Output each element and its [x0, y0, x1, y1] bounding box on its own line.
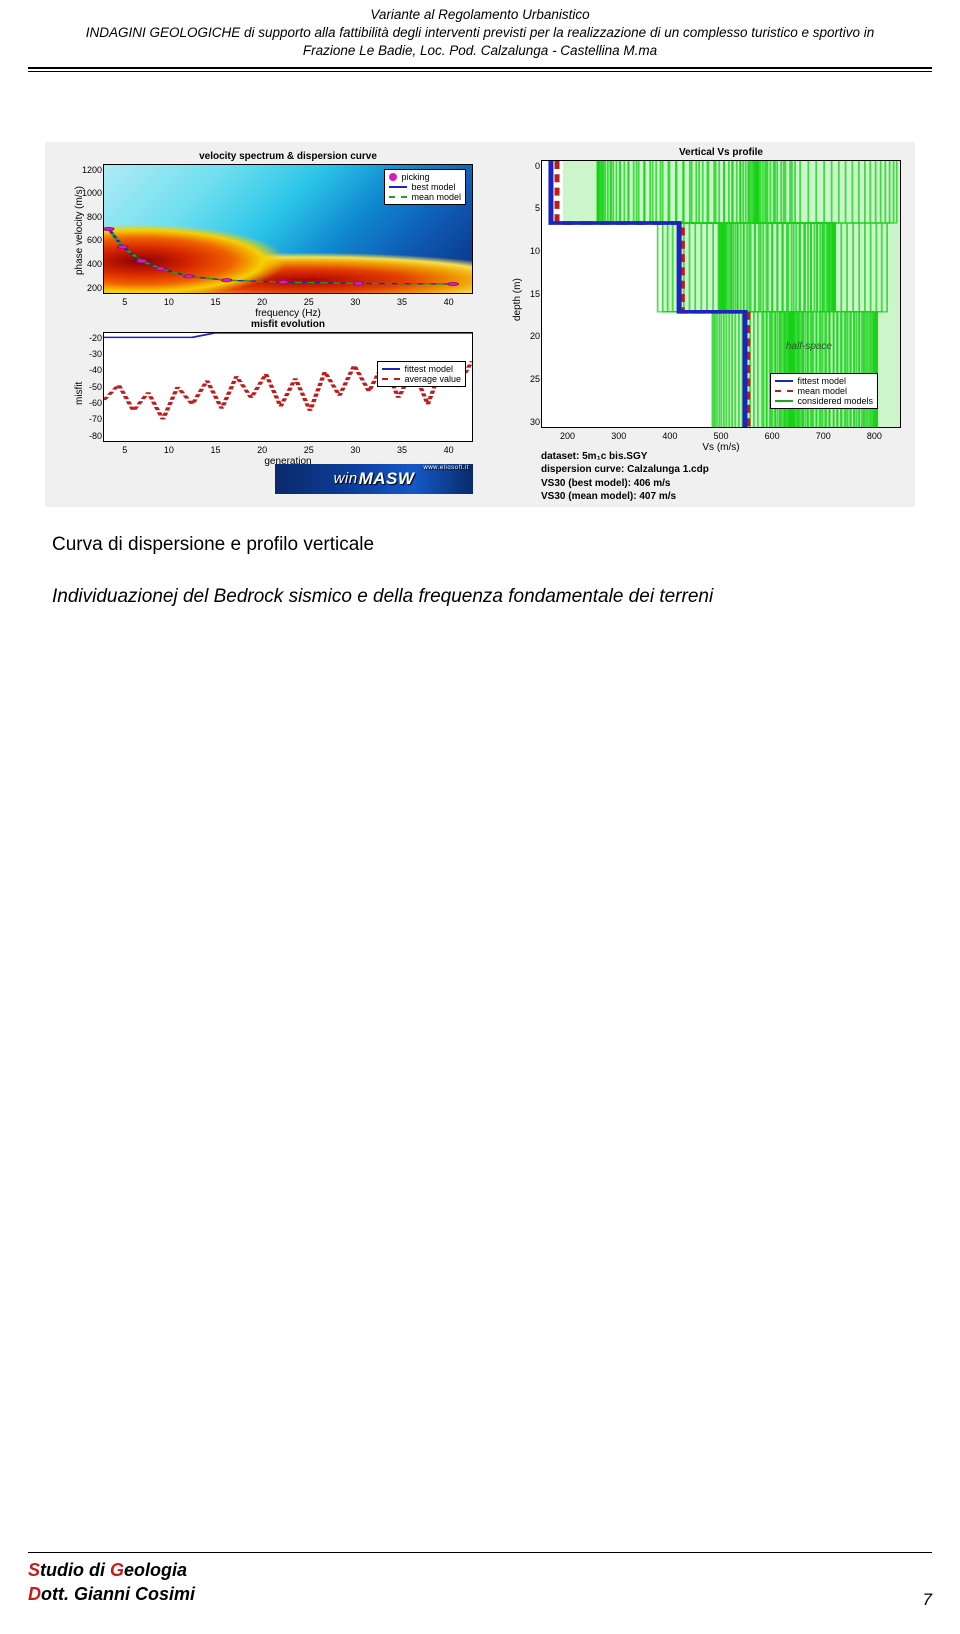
header-line2: INDAGINI GEOLOGICHE di supporto alla fat… [28, 24, 932, 42]
dataset-line3: VS30 (best model): 406 m/s [541, 477, 709, 491]
misfit-svg [104, 333, 472, 441]
caption-line2: Individuazionej del Bedrock sismico e de… [52, 583, 908, 612]
footer-d: D [28, 1584, 41, 1604]
caption-line1: Curva di dispersione e profilo verticale [52, 534, 374, 555]
spectrum-ylabel: phase velocity (m/s) [74, 186, 85, 275]
winmasw-name: MASW [359, 469, 415, 489]
profile-xticks: 200300400500600700800 [542, 431, 900, 441]
profile-title: Vertical Vs profile [542, 147, 900, 158]
page-number: 7 [923, 1590, 932, 1610]
spectrum-legend: pickingbest modelmean model [384, 169, 466, 205]
spectrum-xticks: 510152025303540 [104, 297, 472, 307]
header-rule-thin [28, 71, 932, 72]
page-header: Variante al Regolamento Urbanistico INDA… [0, 0, 960, 65]
halfspace-label: half-space [786, 341, 832, 352]
misfit-title: misfit evolution [104, 319, 472, 330]
figure-caption: Curva di dispersione e profilo verticale… [52, 531, 908, 612]
misfit-legend: fittest modelaverage value [377, 361, 466, 387]
profile-legend: fittest modelmean modelconsidered models [770, 373, 878, 409]
winmasw-prefix: win [334, 470, 358, 487]
dataset-line4: VS30 (mean model): 407 m/s [541, 490, 709, 504]
misfit-ylabel: misfit [74, 381, 85, 404]
header-line3: Frazione Le Badie, Loc. Pod. Calzalunga … [28, 42, 932, 60]
footer-rule [28, 1552, 932, 1553]
misfit-fittest-line [104, 333, 472, 337]
footer-s: S [28, 1560, 40, 1580]
footer-studio-rest2: eologia [124, 1560, 187, 1580]
vs-profile-chart: Vertical Vs profile half-space 200300400… [541, 160, 901, 428]
footer-studio-rest1: tudio di [40, 1560, 110, 1580]
misfit-chart: misfit evolution 510152025303540 -20-30-… [103, 332, 473, 442]
footer-dott-rest: ott. Gianni Cosimi [41, 1584, 195, 1604]
footer-g: G [110, 1560, 124, 1580]
dataset-line2: dispersion curve: Calzalunga 1.cdp [541, 463, 709, 477]
velocity-spectrum-chart: velocity spectrum & dispersion curve 510… [103, 164, 473, 294]
dataset-info: dataset: 5m₁c bis.SGY dispersion curve: … [541, 450, 709, 504]
spectrum-xlabel: frequency (Hz) [104, 308, 472, 319]
figure-container: velocity spectrum & dispersion curve 510… [45, 142, 915, 507]
dataset-line1: dataset: 5m₁c bis.SGY [541, 450, 709, 464]
winmasw-logo: www.eliosoft.it winMASW [275, 464, 473, 494]
misfit-xticks: 510152025303540 [104, 445, 472, 455]
profile-ylabel: depth (m) [512, 278, 523, 321]
spectrum-title: velocity spectrum & dispersion curve [104, 151, 472, 162]
header-rule [28, 67, 932, 69]
winmasw-url: www.eliosoft.it [423, 465, 469, 471]
page-footer: Studio di Geologia Dott. Gianni Cosimi [28, 1552, 932, 1606]
footer-studio: Studio di Geologia Dott. Gianni Cosimi [28, 1559, 932, 1606]
header-line1: Variante al Regolamento Urbanistico [28, 6, 932, 24]
